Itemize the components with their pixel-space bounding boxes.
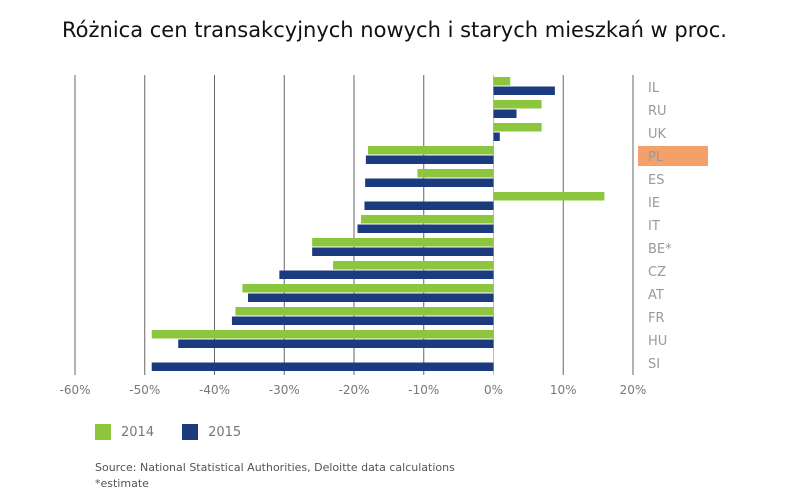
- x-tick-label: -30%: [269, 383, 300, 397]
- category-label: ES: [648, 173, 664, 188]
- x-tick-label: -60%: [59, 383, 90, 397]
- bar-2014-BE*: [312, 238, 494, 247]
- bar-2014-CZ: [333, 261, 494, 270]
- bar-2014-AT: [242, 284, 494, 293]
- chart-title: Różnica cen transakcyjnych nowych i star…: [62, 18, 727, 42]
- legend-item-2015: 2015: [182, 424, 241, 440]
- bar-2015-UK: [493, 132, 500, 141]
- x-tick-label: 20%: [620, 383, 647, 397]
- bar-2014-HU: [151, 330, 494, 339]
- bar-2014-UK: [493, 123, 542, 132]
- category-label: IT: [648, 219, 660, 234]
- highlight-band: [638, 146, 708, 166]
- bar-2015-CZ: [279, 270, 494, 279]
- bar-2015-BE*: [312, 247, 494, 256]
- bar-2015-IL: [493, 86, 555, 95]
- bar-2015-FR: [231, 316, 494, 325]
- legend: 2014 2015: [95, 424, 241, 440]
- bar-2015-PL: [365, 155, 494, 164]
- legend-swatch-2014: [95, 424, 111, 440]
- x-tick-label: 0%: [484, 383, 503, 397]
- bar-2014-RU: [493, 100, 542, 109]
- x-tick-label: 10%: [550, 383, 577, 397]
- category-label: CZ: [648, 265, 666, 280]
- category-label: SI: [648, 357, 660, 372]
- x-tick-label: -50%: [129, 383, 160, 397]
- legend-label-2014: 2014: [121, 424, 155, 440]
- category-label: RU: [648, 104, 667, 119]
- footnote-text: *estimate: [95, 477, 149, 490]
- legend-label-2015: 2015: [208, 424, 242, 440]
- category-label: BE*: [648, 242, 672, 257]
- bar-2014-IL: [493, 77, 511, 86]
- category-label: FR: [648, 311, 665, 326]
- legend-item-2014: 2014: [95, 424, 154, 440]
- x-tick-label: -20%: [338, 383, 369, 397]
- x-tick-label: -10%: [408, 383, 439, 397]
- bar-2014-IT: [360, 215, 494, 224]
- category-label: IL: [648, 81, 660, 96]
- source-note: Source: National Statistical Authorities…: [95, 460, 455, 492]
- bar-2015-IT: [357, 224, 494, 233]
- bar-2014-IE: [493, 192, 605, 201]
- bar-2014-FR: [235, 307, 494, 316]
- category-label: IE: [648, 196, 660, 211]
- bar-2015-RU: [493, 109, 517, 118]
- bar-2015-SI: [151, 362, 494, 371]
- category-label: HU: [648, 334, 667, 349]
- category-label: UK: [648, 127, 667, 142]
- bar-2015-IE: [364, 201, 494, 210]
- bar-2015-ES: [365, 178, 494, 187]
- bar-2014-PL: [367, 146, 494, 155]
- bar-2015-AT: [247, 293, 494, 302]
- source-text: Source: National Statistical Authorities…: [95, 461, 455, 474]
- bar-2014-ES: [417, 169, 494, 178]
- category-label: PL: [648, 150, 664, 165]
- legend-swatch-2015: [182, 424, 199, 440]
- bar-2015-HU: [178, 339, 494, 348]
- bar-chart: -60% -50% -40% -30% -20% -10% 0% 10% 20% IL RU UK PL…: [59, 75, 708, 397]
- category-label: AT: [648, 288, 664, 303]
- x-tick-label: -40%: [199, 383, 230, 397]
